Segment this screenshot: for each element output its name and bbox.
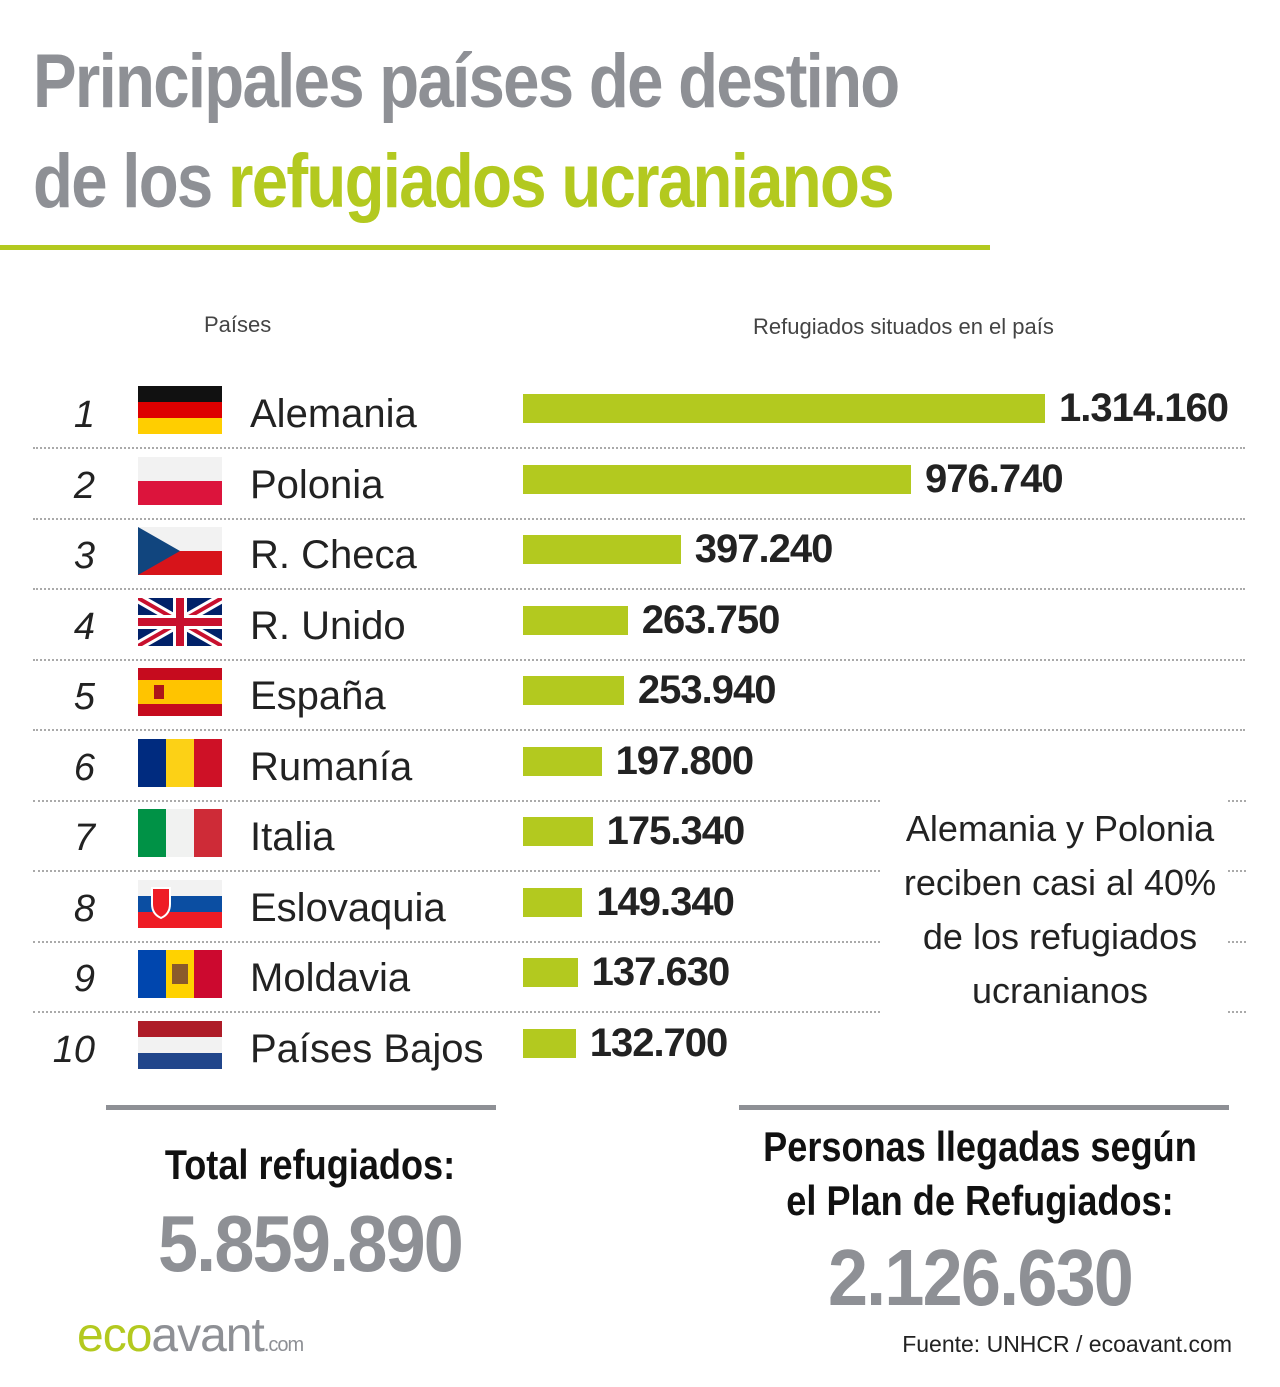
value-label: 149.340 [596,879,735,924]
bar-row: 4 R. Unido 263.750 [0,597,1280,668]
logo-avant: avant [151,1309,264,1362]
rank: 9 [73,958,95,1000]
value-label: 132.700 [589,1020,729,1065]
plan-value: 2.126.630 [827,1233,1134,1322]
bar [523,746,602,776]
country-name: Países Bajos [250,1026,484,1071]
value-label: 1.314.160 [1059,386,1229,430]
value-label: 253.940 [637,668,777,712]
netherlands-flag-icon [138,1020,222,1069]
bar [523,676,624,705]
country-name: Moldavia [250,956,411,1000]
romania-flag-icon [138,738,222,787]
rank: 8 [73,887,95,930]
annotation: Alemania y Polonia reciben casi al 40% d… [903,808,1217,1011]
row-separator [1228,1011,1246,1013]
title-line-2: de los refugiados ucranianos [33,138,895,226]
moldova-flag-icon [138,950,222,998]
title-line-1: Principales países de destino [33,39,900,124]
column-header-countries: Países [204,312,272,337]
source-label: Fuente: [902,1331,987,1357]
value-label: 175.340 [606,809,746,853]
country-name: R. Checa [250,533,417,577]
row-separator [1228,870,1246,872]
uk-flag-icon [138,597,222,646]
country-name: Italia [250,815,335,859]
row-separator [33,940,880,943]
row-separator [33,588,1245,590]
country-name: R. Unido [250,603,406,648]
logo-com: .com [263,1334,304,1356]
country-name: España [250,674,386,718]
bar-row: 3 R. Checa 397.240 [0,527,1280,597]
divider-right [739,1105,1229,1110]
row-separator [33,1011,880,1013]
country-name: Alemania [250,392,417,436]
rank: 7 [73,817,95,859]
title-plain: de los [33,139,228,224]
poland-flag-icon [138,456,222,505]
bar [523,958,578,987]
bar-row: 2 Polonia 976.740 [0,456,1280,527]
value-label: 137.630 [591,950,731,994]
bar-row: 7 Italia 175.340 [0,809,1280,879]
source: Fuente: UNHCR / ecoavant.com [902,1330,1232,1358]
value-label: 263.750 [641,597,781,642]
bar [523,394,1045,423]
bar-row: 1 Alemania 1.314.160 [0,386,1280,456]
column-header-refugees: Refugiados situados en el país [753,314,1054,339]
rank: 1 [73,394,95,436]
rank: 3 [73,535,95,577]
bar [523,1028,576,1058]
row-separator [33,799,880,802]
germany-flag-icon [138,386,222,434]
bar [523,464,911,494]
total-value: 5.859.890 [157,1199,464,1288]
bar [523,605,628,635]
bar [523,535,681,564]
bar-row: 9 Moldavia 137.630 [0,950,1280,1020]
row-separator [33,658,1245,661]
row-separator [33,447,1245,449]
plan-label-1: Personas llegadas según [763,1123,1197,1170]
divider-left [106,1105,496,1110]
row-separator [33,517,1245,520]
value-label: 976.740 [924,456,1064,501]
rank: 10 [52,1028,95,1071]
country-name: Polonia [250,462,384,507]
country-name: Rumanía [250,744,413,789]
value-label: 197.800 [615,738,755,783]
bar-row: 10 Países Bajos 132.700 [0,1020,1280,1091]
bar-row: 8 Eslovaquia 149.340 [0,879,1280,950]
row-separator [1228,799,1246,802]
rank: 2 [73,464,95,507]
country-name: Eslovaquia [250,885,446,930]
plan-label-2: el Plan de Refugiados: [786,1177,1174,1224]
rank: 6 [73,746,95,789]
bar [523,887,583,917]
logo-eco: eco [77,1309,152,1362]
bar [523,817,593,846]
italy-flag-icon [138,809,222,857]
row-separator [1228,940,1246,943]
ecoavant-logo: ecoavant.com [77,1308,304,1373]
rank: 5 [73,676,95,718]
title-highlight: refugiados ucranianos [227,139,895,224]
total-label: Total refugiados: [164,1141,456,1188]
spain-flag-icon [138,668,222,716]
title-underline [0,245,990,250]
rank: 4 [73,605,95,648]
slovakia-flag-icon [138,879,222,928]
bar-row: 5 España 253.940 [0,668,1280,738]
value-label: 397.240 [694,527,834,571]
bar-row: 6 Rumanía 197.800 [0,738,1280,809]
czech-flag-icon [138,527,222,575]
row-separator [33,870,880,872]
source-value: UNHCR / ecoavant.com [986,1331,1232,1357]
row-separator [33,729,1245,731]
